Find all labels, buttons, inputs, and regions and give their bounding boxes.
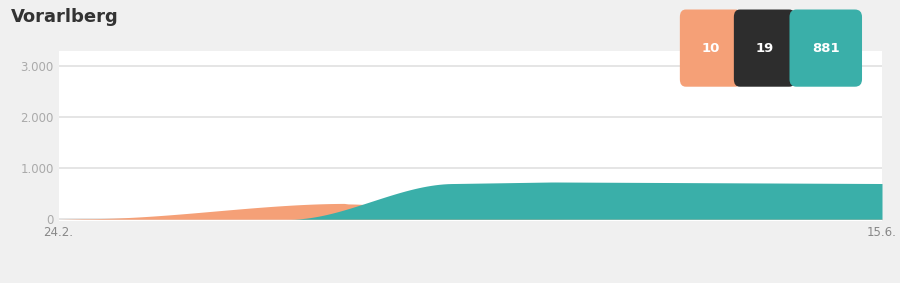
FancyBboxPatch shape (734, 10, 796, 87)
FancyBboxPatch shape (680, 10, 742, 87)
Text: 10: 10 (701, 42, 720, 55)
Text: 19: 19 (755, 42, 774, 55)
FancyBboxPatch shape (789, 10, 862, 87)
Text: Vorarlberg: Vorarlberg (11, 8, 119, 27)
Text: 881: 881 (812, 42, 840, 55)
